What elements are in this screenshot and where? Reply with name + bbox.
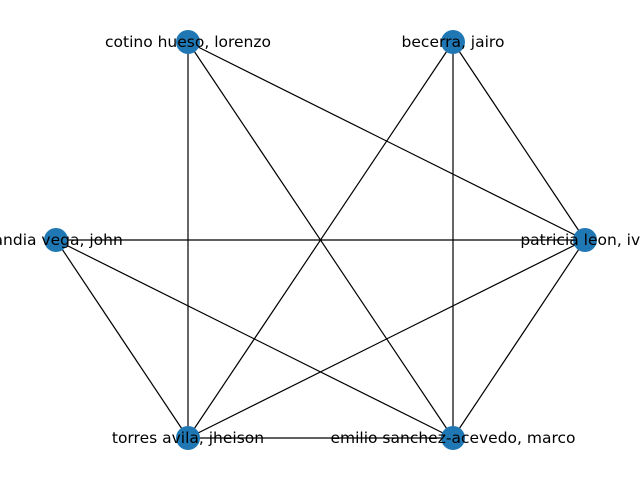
node-label-jairo: becerra, jairo [402, 33, 505, 51]
edge-ivo-marco [452, 239, 586, 439]
edge-jairo-ivo [452, 41, 586, 241]
node-label-lorenzo: cotino hueso, lorenzo [105, 33, 271, 51]
nodes-layer [44, 30, 597, 450]
edge-ivo-jheison [187, 239, 586, 439]
labels-layer: cotino hueso, lorenzo becerra, jairo landi… [0, 33, 640, 447]
edge-john-marco [55, 239, 454, 439]
node-john [44, 228, 68, 252]
node-lorenzo [176, 30, 200, 54]
node-label-jheison: torres avila, jheison [112, 429, 264, 447]
node-ivo [573, 228, 597, 252]
node-label-marco: emilio sanchez-acevedo, marco [330, 429, 575, 447]
node-label-ivo: patricia leon, ivo [520, 231, 640, 249]
node-marco [441, 426, 465, 450]
node-jheison [176, 426, 200, 450]
edge-john-jheison [55, 239, 189, 439]
node-label-john: landia vega, john [0, 231, 123, 249]
edges-layer [55, 41, 586, 439]
node-jairo [441, 30, 465, 54]
